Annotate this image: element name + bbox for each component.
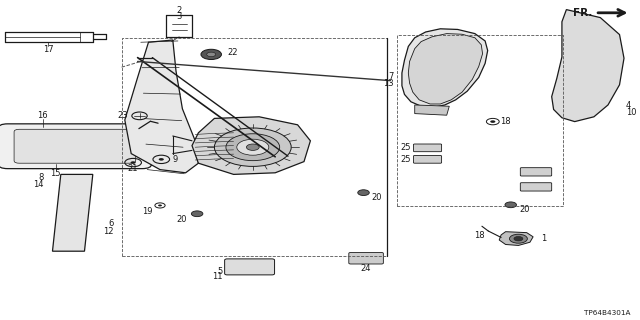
Circle shape: [214, 128, 291, 166]
Polygon shape: [499, 232, 533, 245]
Circle shape: [514, 236, 523, 241]
Text: 23: 23: [117, 111, 128, 120]
Text: 8: 8: [38, 173, 44, 182]
Polygon shape: [125, 40, 198, 173]
Text: 14: 14: [33, 180, 44, 188]
Text: TP64B4301A: TP64B4301A: [584, 310, 630, 316]
FancyBboxPatch shape: [0, 124, 152, 169]
Circle shape: [191, 211, 203, 217]
Circle shape: [490, 120, 495, 123]
Circle shape: [246, 144, 259, 150]
Circle shape: [505, 202, 516, 208]
Circle shape: [358, 190, 369, 196]
Text: 4: 4: [626, 101, 631, 110]
Polygon shape: [408, 34, 483, 104]
Text: 3: 3: [177, 12, 182, 21]
Text: 13: 13: [383, 79, 394, 88]
Text: 2: 2: [177, 6, 182, 15]
Circle shape: [158, 204, 162, 206]
Polygon shape: [552, 10, 624, 122]
FancyBboxPatch shape: [225, 259, 275, 275]
Circle shape: [207, 52, 216, 57]
Text: 9: 9: [173, 155, 178, 164]
Text: 21: 21: [128, 164, 138, 172]
Text: 20: 20: [520, 205, 530, 214]
Text: 17: 17: [43, 45, 53, 54]
Text: 1: 1: [541, 234, 547, 243]
Text: 12: 12: [104, 227, 114, 236]
Text: 15: 15: [51, 169, 61, 178]
FancyBboxPatch shape: [413, 156, 442, 163]
Text: 24: 24: [361, 264, 371, 273]
Polygon shape: [192, 117, 310, 174]
Text: FR.: FR.: [573, 8, 592, 18]
Circle shape: [226, 134, 280, 161]
Text: 22: 22: [227, 48, 237, 57]
Text: 6: 6: [109, 220, 114, 228]
Polygon shape: [402, 29, 488, 107]
Text: 25: 25: [401, 143, 411, 152]
FancyBboxPatch shape: [413, 144, 442, 152]
FancyBboxPatch shape: [14, 129, 136, 163]
FancyBboxPatch shape: [349, 252, 383, 264]
Polygon shape: [415, 105, 449, 115]
Circle shape: [509, 234, 527, 243]
Text: 5: 5: [218, 267, 223, 276]
Text: 16: 16: [38, 111, 48, 120]
Text: 19: 19: [142, 207, 152, 216]
Text: 18: 18: [474, 231, 485, 240]
Circle shape: [159, 158, 164, 161]
FancyBboxPatch shape: [520, 183, 552, 191]
Circle shape: [237, 139, 269, 155]
Text: 18: 18: [500, 117, 511, 126]
FancyBboxPatch shape: [520, 168, 552, 176]
Polygon shape: [52, 174, 93, 251]
Text: 25: 25: [401, 155, 411, 164]
Text: 10: 10: [626, 108, 636, 117]
Text: 20: 20: [177, 215, 187, 224]
Text: 11: 11: [212, 272, 223, 281]
Text: 20: 20: [371, 193, 381, 202]
Circle shape: [201, 49, 221, 60]
Text: 7: 7: [388, 72, 394, 81]
Circle shape: [131, 161, 136, 164]
